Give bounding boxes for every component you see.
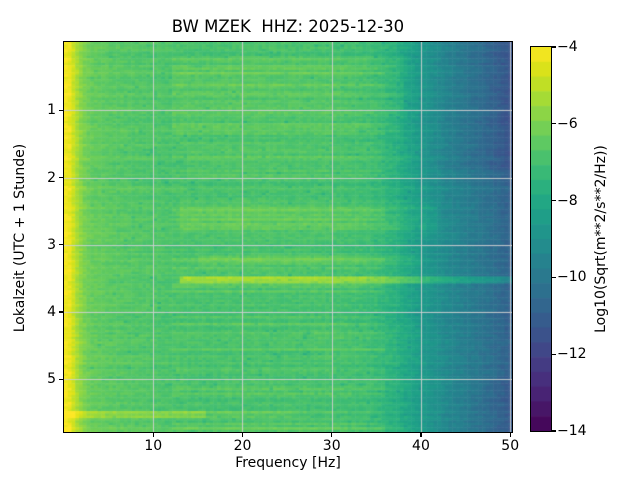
x-axis-label: Frequency [Hz] (235, 455, 341, 471)
colorbar-canvas (531, 47, 551, 431)
x-tick-label: 50 (501, 438, 520, 454)
y-axis-label: Lokalzeit (UTC + 1 Stunde) (12, 143, 28, 333)
x-tick-mark (241, 433, 244, 437)
x-tick-label: 10 (144, 438, 163, 454)
colorbar-tick-mark (552, 430, 556, 432)
x-tick-mark (420, 433, 422, 437)
y-tick-label: 4 (47, 304, 56, 320)
colorbar-tick-mark (552, 276, 556, 278)
colorbar-label: Log10(Sqrt(m**2/s**2/Hz)) (593, 145, 609, 333)
colorbar-tick-mark (552, 123, 556, 125)
x-tick-label: 20 (233, 438, 252, 454)
colorbar-tick-label: −4 (557, 39, 578, 55)
colorbar-tick-mark (552, 200, 556, 202)
x-tick-mark (331, 433, 333, 437)
x-tick-mark (509, 433, 511, 437)
colorbar-tick-mark (552, 353, 556, 355)
y-tick-mark (59, 176, 63, 179)
y-tick-label: 1 (47, 102, 56, 119)
y-tick-mark (59, 109, 63, 111)
y-tick-label: 3 (47, 236, 56, 253)
y-tick-label: 2 (47, 169, 56, 186)
colorbar-tick-label: −6 (557, 115, 578, 132)
x-tick-label: 40 (412, 438, 430, 454)
y-tick-mark (59, 378, 63, 380)
colorbar-tick-label: −8 (557, 192, 578, 209)
y-tick-mark (59, 311, 63, 313)
colorbar-tick-label: −14 (557, 423, 587, 439)
spectrogram-frame (63, 41, 513, 433)
y-tick-label: 5 (47, 371, 56, 388)
spectrogram-canvas (64, 42, 512, 432)
x-tick-mark (152, 433, 154, 437)
colorbar-tick-mark (552, 46, 556, 48)
x-tick-label: 30 (322, 438, 341, 454)
colorbar-frame (530, 46, 552, 432)
plot-title: BW MZEK HHZ: 2025-12-30 (171, 17, 405, 36)
colorbar-tick-label: −12 (557, 346, 587, 363)
colorbar-tick-label: −10 (557, 269, 587, 286)
y-tick-mark (59, 244, 63, 246)
